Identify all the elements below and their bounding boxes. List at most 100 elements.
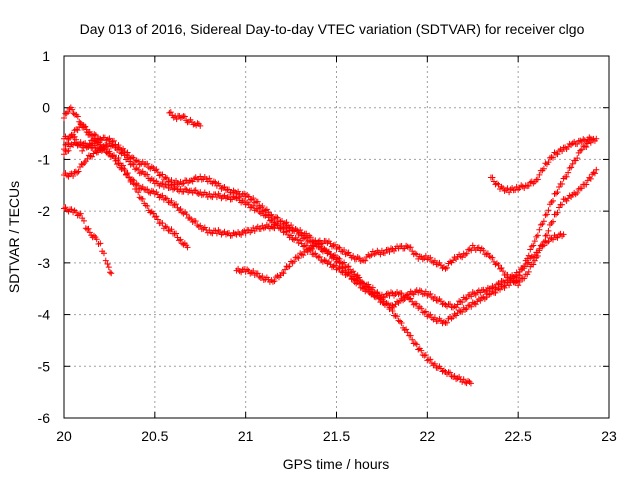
data-point (345, 263, 352, 270)
data-point (194, 120, 201, 127)
data-point (322, 257, 329, 264)
data-point (327, 261, 334, 268)
data-point (521, 275, 528, 282)
data-point (271, 278, 278, 285)
data-point (418, 305, 425, 312)
data-point (63, 110, 70, 117)
data-point (545, 227, 552, 234)
data-point (425, 291, 432, 298)
y-tick-label: 0 (42, 100, 50, 116)
data-point (543, 232, 550, 239)
data-point (282, 266, 289, 273)
data-point (478, 294, 485, 301)
data-point (590, 169, 597, 176)
data-point (115, 160, 122, 167)
y-tick-label: -2 (38, 203, 51, 219)
data-point (427, 290, 434, 297)
data-point (516, 279, 523, 286)
data-point (139, 195, 146, 202)
data-point (153, 213, 160, 220)
data-point (303, 230, 310, 237)
data-point (331, 262, 338, 269)
data-point (489, 174, 496, 181)
data-point (213, 194, 220, 201)
data-point (97, 240, 104, 247)
data-point (403, 326, 410, 333)
data-point (331, 254, 338, 261)
data-point (574, 155, 581, 162)
data-point (186, 214, 193, 221)
data-point (159, 192, 166, 199)
data-point (288, 232, 295, 239)
data-point (61, 115, 67, 122)
data-point (525, 182, 532, 189)
data-point (431, 257, 438, 264)
data-point (106, 148, 113, 155)
data-point (241, 190, 248, 197)
data-point (76, 211, 83, 218)
data-point (587, 135, 594, 142)
data-point (559, 148, 566, 155)
data-point (581, 143, 588, 150)
series-track-h (166, 109, 204, 129)
data-point (398, 319, 405, 326)
data-point (192, 218, 199, 225)
data-point (369, 289, 376, 296)
data-point (254, 198, 261, 205)
x-tick-label: 22.5 (505, 428, 532, 444)
data-point (86, 141, 93, 148)
data-point (183, 211, 190, 218)
data-point (280, 270, 287, 277)
data-point (327, 251, 334, 258)
data-point (593, 135, 600, 142)
data-point (559, 180, 566, 187)
data-point (294, 236, 301, 243)
data-point (454, 301, 461, 308)
data-point (206, 175, 213, 182)
data-point (77, 139, 84, 146)
data-point (110, 153, 117, 160)
data-point (130, 161, 137, 168)
y-tick-label: 1 (42, 48, 50, 64)
data-point (104, 260, 111, 267)
data-point (489, 254, 496, 261)
data-point (291, 258, 298, 265)
data-point (394, 298, 401, 305)
data-point (285, 263, 292, 270)
data-point (527, 179, 534, 186)
series-track-g (61, 204, 115, 277)
data-point (472, 301, 479, 308)
data-point (549, 154, 556, 161)
data-point (545, 159, 552, 166)
data-point (450, 313, 457, 320)
y-tick-label: -4 (38, 307, 51, 323)
data-point (254, 270, 261, 277)
data-point (545, 207, 552, 214)
data-point (545, 238, 552, 245)
data-point (451, 310, 458, 317)
data-point (150, 210, 157, 217)
x-axis-label: GPS time / hours (283, 456, 390, 472)
data-point (259, 202, 266, 209)
data-point (362, 257, 369, 264)
data-point (409, 290, 416, 297)
data-point (475, 244, 482, 251)
data-point (422, 252, 429, 259)
data-point (495, 181, 502, 188)
data-point (369, 284, 376, 291)
data-point (356, 280, 363, 287)
data-point (381, 294, 388, 301)
data-point (459, 309, 466, 316)
x-tick-label: 21.5 (323, 428, 350, 444)
data-point (179, 114, 186, 121)
data-point (90, 232, 97, 239)
data-point (525, 252, 532, 259)
data-point (144, 160, 151, 167)
data-point (130, 177, 137, 184)
data-point (471, 290, 478, 297)
data-point (110, 137, 117, 144)
data-point (83, 126, 90, 133)
data-point (525, 268, 532, 275)
data-point (274, 214, 281, 221)
data-point (115, 142, 122, 149)
